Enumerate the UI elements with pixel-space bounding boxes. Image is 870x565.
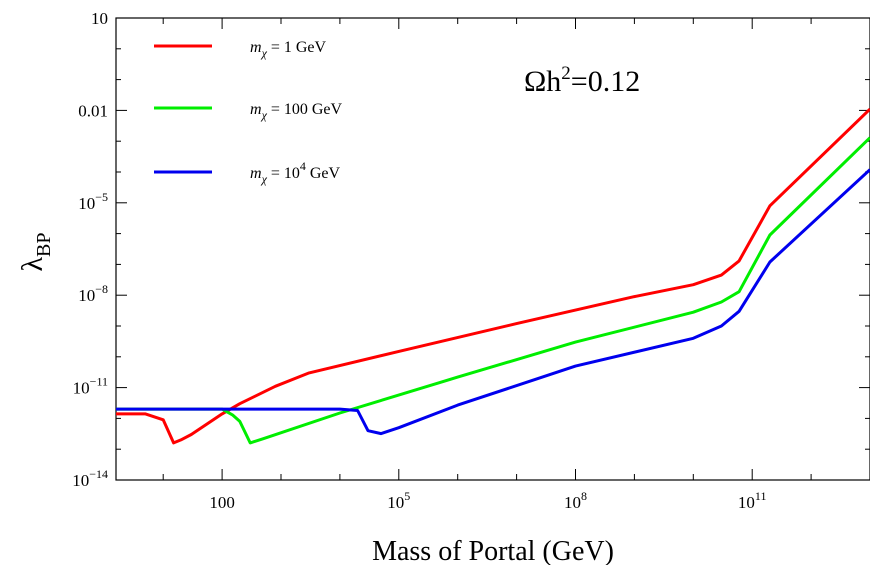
series-line-3 <box>116 168 870 436</box>
legend-label-2: mχ = 100 GeV <box>250 101 343 122</box>
y-tick-label: 10 <box>91 9 108 28</box>
x-tick-label: 1011 <box>738 489 767 512</box>
axis-ticks <box>116 17 870 481</box>
axis-tick-labels: 100 105 108 1011 10 0.01 10−5 10−8 10−11 10−14 <box>72 9 766 512</box>
series-lines <box>116 108 870 445</box>
x-tick-label: 100 <box>209 493 235 512</box>
legend-label-1: mχ = 1 GeV <box>250 39 327 60</box>
x-tick-label: 108 <box>564 489 587 512</box>
y-tick-label: 10−8 <box>78 282 108 305</box>
y-tick-label: 10−5 <box>78 190 108 213</box>
series-line-1 <box>116 108 870 445</box>
legend: mχ = 1 GeV mχ = 100 GeV mχ = 104 GeV <box>154 39 343 186</box>
series-line-2 <box>116 136 870 445</box>
y-tick-label: 10−11 <box>73 375 108 398</box>
x-tick-label: 105 <box>387 489 410 512</box>
x-axis-title: Mass of Portal (GeV) <box>372 536 614 565</box>
y-axis-title: λBP <box>16 232 55 271</box>
y-tick-label: 10−14 <box>72 467 108 490</box>
legend-label-3: mχ = 104 GeV <box>250 159 341 186</box>
plot-frame <box>115 17 870 481</box>
y-tick-label: 0.01 <box>78 101 108 120</box>
relic-density-annotation: Ωh2=0.12 <box>524 63 640 98</box>
